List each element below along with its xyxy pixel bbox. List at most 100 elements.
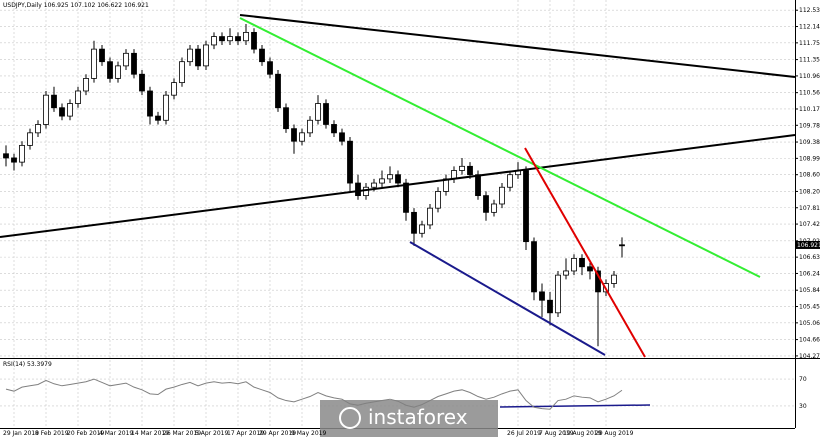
- candle-body: [547, 299, 553, 314]
- candle-body: [291, 128, 297, 142]
- open-value: 106.925: [44, 2, 69, 9]
- trend-line: [409, 241, 606, 356]
- close-value: 106.921: [124, 2, 149, 9]
- candle-body: [371, 182, 377, 188]
- x-tick-label: 9 May 2019: [291, 430, 326, 437]
- y-tick-label: 108.200: [799, 188, 820, 195]
- x-tick-label: 26 Jul 2019: [507, 430, 541, 437]
- candle-body: [115, 65, 121, 79]
- candle-body: [499, 186, 505, 205]
- candle-body: [235, 36, 241, 42]
- candle-body: [259, 48, 265, 63]
- candle-body: [147, 90, 153, 117]
- y-tick-label: 112.140: [799, 24, 820, 31]
- candle-body: [555, 274, 561, 314]
- candle-body: [107, 61, 113, 79]
- candle-body: [195, 48, 201, 67]
- candle-body: [179, 61, 185, 84]
- rsi-tick-label: 30: [799, 403, 807, 410]
- price-tag-label: 106.921: [797, 242, 820, 249]
- y-tick-label: 107.420: [799, 221, 820, 228]
- candle-body: [123, 52, 129, 67]
- x-tick-label: 14 Mar 2019: [131, 430, 169, 437]
- candle-body: [579, 257, 585, 268]
- price-tag: [796, 240, 820, 249]
- y-tick-label: 105.060: [799, 320, 820, 327]
- candle-body: [3, 153, 9, 159]
- candle-body: [339, 132, 345, 142]
- candle-body: [323, 103, 329, 125]
- y-tick-label: 109.780: [799, 122, 820, 129]
- candle-body: [203, 44, 209, 67]
- rsi-tick-label: 70: [799, 376, 807, 383]
- candle-body: [67, 103, 73, 117]
- y-tick-label: 108.990: [799, 155, 820, 162]
- candle-body: [523, 170, 529, 243]
- candle-body: [531, 241, 537, 293]
- x-tick-label: 8 Feb 2019: [35, 430, 69, 437]
- candle-body: [299, 132, 305, 142]
- y-tick-label: 112.530: [799, 7, 820, 14]
- rsi-title: RSI(14) 53.3979: [3, 361, 52, 368]
- rsi-name: RSI(14): [3, 361, 25, 368]
- y-tick-label: 110.170: [799, 106, 820, 113]
- y-tick-label: 110.560: [799, 90, 820, 97]
- rsi-line: [5, 378, 623, 410]
- symbol: USDJPY,Daily: [3, 2, 42, 9]
- candle-body: [387, 174, 393, 180]
- x-tick-label: 29 Aug 2019: [595, 430, 634, 437]
- x-tick-label: 20 Feb 2019: [67, 430, 105, 437]
- y-tick-label: 106.240: [799, 270, 820, 277]
- candle-body: [539, 291, 545, 301]
- x-tick-label: 17 Apr 2019: [227, 430, 264, 437]
- candle-body: [267, 61, 273, 75]
- y-tick-label: 109.380: [799, 139, 820, 146]
- candle-body: [347, 140, 353, 184]
- candle-body: [99, 48, 105, 63]
- candle-body: [363, 186, 369, 197]
- candle-body: [307, 119, 313, 134]
- watermark-icon: [339, 407, 361, 429]
- candle-body: [403, 182, 409, 213]
- candle-body: [35, 124, 41, 134]
- trend-line: [239, 17, 761, 278]
- candle-body: [475, 174, 481, 197]
- candle-body: [51, 94, 57, 109]
- candles: [3, 24, 625, 347]
- low-value: 106.622: [97, 2, 122, 9]
- candle-body: [131, 52, 137, 75]
- y-tick-label: 107.810: [799, 205, 820, 212]
- candle-body: [491, 203, 497, 213]
- candle-body: [275, 73, 281, 109]
- candle-body: [427, 207, 433, 226]
- candle-body: [379, 178, 385, 184]
- candle-body: [483, 195, 489, 213]
- y-tick-label: 108.600: [799, 172, 820, 179]
- candle-body: [243, 31, 249, 42]
- candle-body: [155, 115, 161, 121]
- rsi-value: 53.3979: [27, 361, 52, 368]
- candle-body: [571, 257, 577, 272]
- y-tick-label: 105.840: [799, 287, 820, 294]
- candle-body: [83, 78, 89, 92]
- y-tick-label: 105.450: [799, 304, 820, 311]
- trend-line: [524, 147, 646, 358]
- candle-body: [171, 82, 177, 96]
- rsi-trend-line: [499, 404, 651, 408]
- candle-body: [19, 144, 25, 163]
- candle-body: [43, 94, 49, 125]
- candle-body: [355, 182, 361, 197]
- candle-body: [395, 174, 401, 184]
- candle-body: [411, 211, 417, 234]
- candle-body: [611, 274, 617, 284]
- header: USDJPY,Daily 106.925 107.102 106.622 106…: [3, 2, 149, 9]
- high-value: 107.102: [71, 2, 96, 9]
- candle-body: [315, 103, 321, 121]
- x-tick-label: 7 Aug 2019: [539, 430, 574, 437]
- candle-body: [163, 94, 169, 121]
- trend-line: [0, 134, 796, 238]
- x-tick-label: 4 Mar 2019: [99, 430, 133, 437]
- x-tick-label: 29 Jan 2019: [3, 430, 39, 437]
- candle-body: [459, 165, 465, 171]
